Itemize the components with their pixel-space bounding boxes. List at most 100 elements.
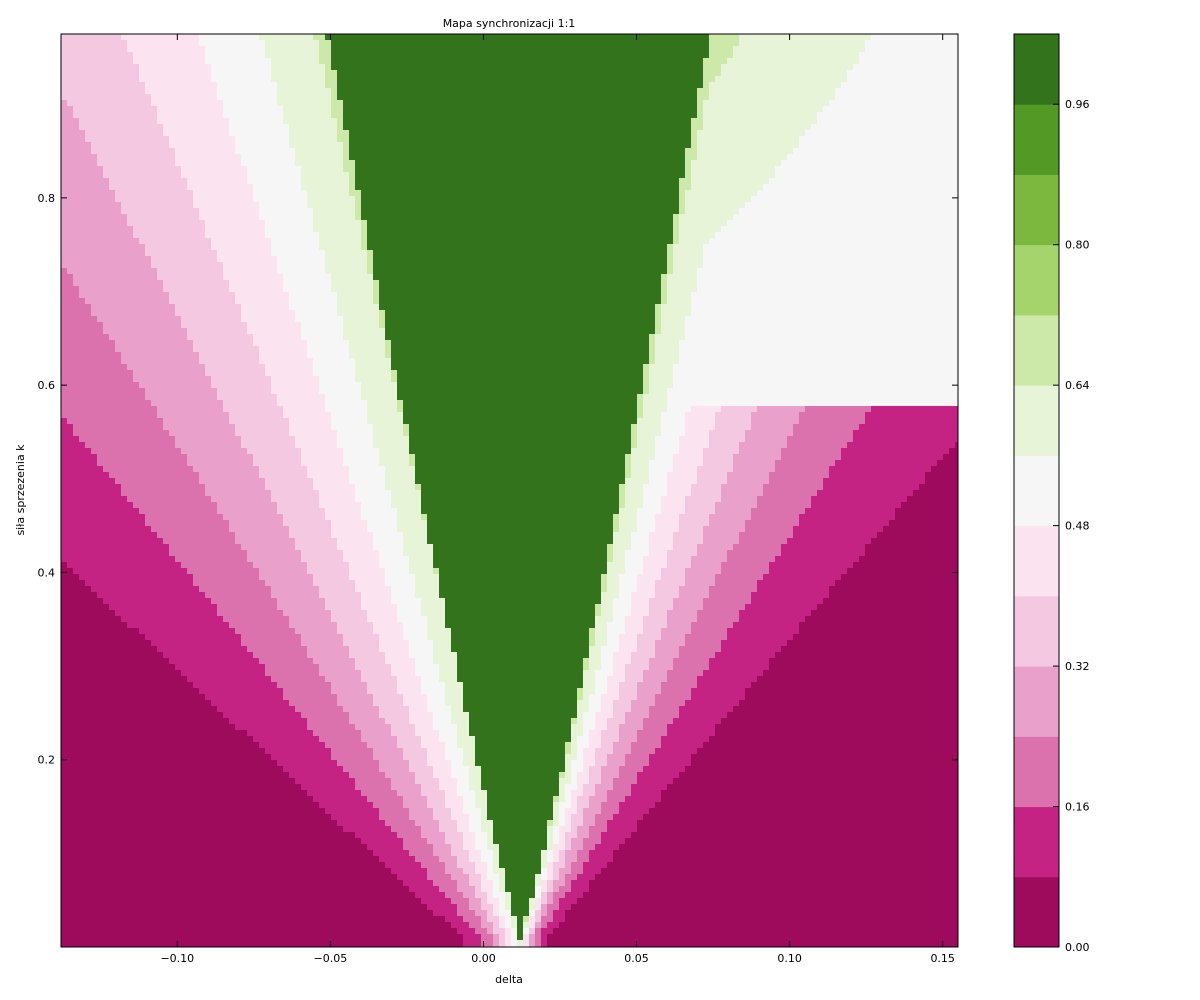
heatmap-cell [787, 112, 794, 119]
heatmap-cell [337, 70, 344, 77]
heatmap-cell [259, 76, 266, 83]
heatmap-cell [871, 58, 878, 65]
heatmap-cell [583, 82, 590, 89]
heatmap-cell [343, 220, 350, 227]
heatmap-cell [487, 64, 494, 71]
heatmap-cell [895, 106, 902, 113]
heatmap-cell [841, 172, 848, 179]
heatmap-cell [181, 40, 188, 47]
heatmap-cell [367, 124, 374, 131]
heatmap-cell [481, 136, 488, 143]
heatmap-cell [103, 172, 110, 179]
heatmap-cell [121, 232, 128, 239]
heatmap-cell [445, 226, 452, 233]
heatmap-cell [205, 64, 212, 71]
heatmap-cell [259, 220, 266, 227]
heatmap-cell [211, 154, 218, 161]
heatmap-cell [763, 172, 770, 179]
heatmap-cell [469, 76, 476, 83]
heatmap-cell [517, 64, 524, 71]
heatmap-cell [241, 202, 248, 209]
heatmap-cell [103, 196, 110, 203]
heatmap-cell [277, 208, 284, 215]
heatmap-cell [817, 124, 824, 131]
heatmap-cell [667, 130, 674, 137]
heatmap-cell [457, 190, 464, 197]
heatmap-cell [649, 76, 656, 83]
heatmap-cell [451, 118, 458, 125]
heatmap-cell [163, 202, 170, 209]
heatmap-cell [571, 196, 578, 203]
heatmap-cell [517, 166, 524, 173]
heatmap-cell [613, 118, 620, 125]
heatmap-cell [223, 82, 230, 89]
heatmap-cell [253, 184, 260, 191]
heatmap-cell [355, 148, 362, 155]
heatmap-cell [319, 46, 326, 53]
heatmap-cell [151, 46, 158, 53]
heatmap-cell [589, 106, 596, 113]
heatmap-cell [193, 148, 200, 155]
heatmap-cell [475, 220, 482, 227]
heatmap-cell [289, 124, 296, 131]
heatmap-cell [151, 106, 158, 113]
heatmap-cell [889, 52, 896, 59]
heatmap-cell [415, 226, 422, 233]
heatmap-cell [247, 232, 254, 239]
heatmap-cell [685, 172, 692, 179]
heatmap-cell [397, 64, 404, 71]
heatmap-cell [925, 40, 932, 47]
heatmap-cell [883, 154, 890, 161]
heatmap-cell [313, 64, 320, 71]
heatmap-cell [175, 166, 182, 173]
heatmap-cell [307, 70, 314, 77]
heatmap-cell [577, 52, 584, 59]
heatmap-cell [853, 226, 860, 233]
heatmap-cell [133, 100, 140, 107]
heatmap-cell [277, 232, 284, 239]
heatmap-cell [757, 214, 764, 221]
heatmap-cell [79, 112, 86, 119]
heatmap-cell [829, 58, 836, 65]
heatmap-cell [913, 136, 920, 143]
heatmap-cell [607, 118, 614, 125]
heatmap-cell [439, 58, 446, 65]
heatmap-cell [799, 214, 806, 221]
heatmap-cell [325, 70, 332, 77]
heatmap-cell [127, 34, 134, 41]
heatmap-cell [811, 40, 818, 47]
heatmap-cell [121, 166, 128, 173]
heatmap-cell [799, 148, 806, 155]
heatmap-cell [469, 160, 476, 167]
heatmap-cell [703, 142, 710, 149]
heatmap-cell [373, 166, 380, 173]
heatmap-cell [859, 184, 866, 191]
heatmap-cell [91, 106, 98, 113]
heatmap-cell [439, 34, 446, 41]
heatmap-cell [595, 124, 602, 131]
heatmap-cell [349, 154, 356, 161]
heatmap-cell [439, 202, 446, 209]
heatmap-cell [751, 220, 758, 227]
heatmap-cell [661, 226, 668, 233]
heatmap-cell [589, 100, 596, 107]
heatmap-cell [169, 172, 176, 179]
heatmap-cell [805, 94, 812, 101]
heatmap-cell [655, 226, 662, 233]
heatmap-cell [877, 190, 884, 197]
heatmap-cell [205, 100, 212, 107]
heatmap-cell [181, 208, 188, 215]
heatmap-cell [235, 208, 242, 215]
heatmap-cell [607, 76, 614, 83]
heatmap-cell [481, 202, 488, 209]
heatmap-cell [325, 214, 332, 221]
heatmap-cell [757, 154, 764, 161]
heatmap-cell [649, 130, 656, 137]
heatmap-cell [265, 88, 272, 95]
heatmap-cell [181, 142, 188, 149]
heatmap-cell [427, 88, 434, 95]
heatmap-cell [145, 106, 152, 113]
heatmap-cell [631, 190, 638, 197]
heatmap-cell [259, 232, 266, 239]
heatmap-cell [607, 34, 614, 41]
